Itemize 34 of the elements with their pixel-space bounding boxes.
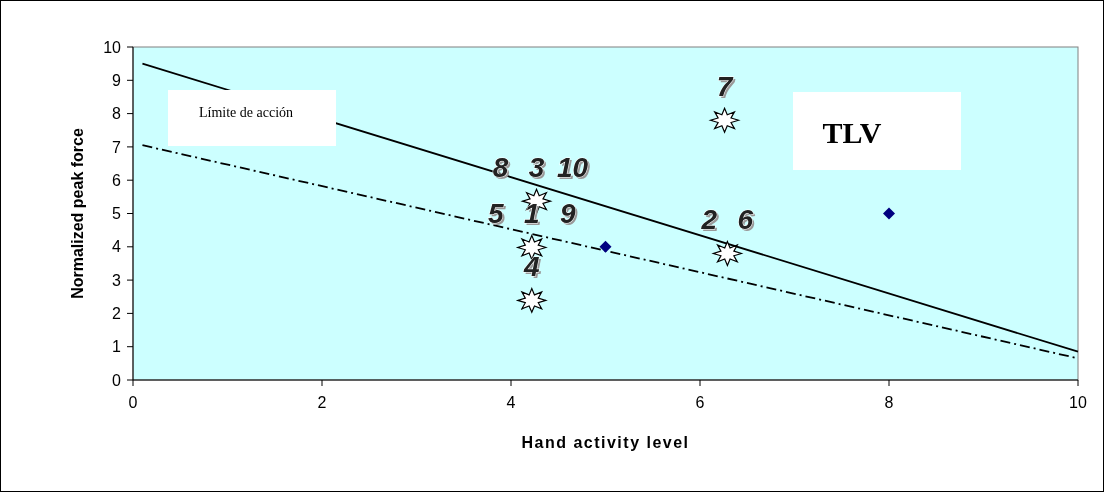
- x-axis-title: Hand activity level: [521, 434, 690, 451]
- annotation: 6: [739, 206, 756, 238]
- y-tick-label: 10: [103, 38, 122, 56]
- annotation: 10: [556, 152, 589, 184]
- x-tick-label: 6: [695, 394, 705, 411]
- annotation: 7: [718, 73, 736, 105]
- y-tick-label: 2: [112, 305, 122, 322]
- point: [883, 207, 895, 220]
- y-tick-label: 1: [112, 338, 122, 356]
- y-tick-label: 5: [112, 205, 122, 223]
- y-tick-label: 9: [112, 71, 122, 89]
- x-tick-label: 0: [128, 394, 138, 411]
- y-axis-title: Normalized peak force: [69, 128, 86, 299]
- annotation: 3: [530, 154, 547, 186]
- x-tick-label: 4: [506, 394, 516, 411]
- x-tick-label: 10: [1069, 394, 1087, 411]
- annotation: Límite de acción: [198, 104, 294, 120]
- annotation: 5: [490, 200, 506, 232]
- y-tick-label: 7: [112, 138, 122, 156]
- y-tick-label: 8: [112, 105, 122, 123]
- y-tick-label: 4: [112, 238, 122, 256]
- x-tick-label: 8: [884, 394, 894, 411]
- y-tick-label: 3: [112, 271, 122, 289]
- y-tick-label: 6: [112, 171, 122, 189]
- point: [599, 240, 612, 253]
- y-tick-label: 0: [112, 371, 122, 389]
- point: [709, 107, 740, 133]
- annotation: TLV: [822, 115, 882, 149]
- annotation: 4: [523, 251, 540, 283]
- annotation: 2: [702, 206, 720, 238]
- point: [517, 287, 547, 313]
- x-tick-label: 2: [317, 394, 327, 411]
- annotation: 9: [560, 198, 576, 230]
- point: [712, 240, 743, 266]
